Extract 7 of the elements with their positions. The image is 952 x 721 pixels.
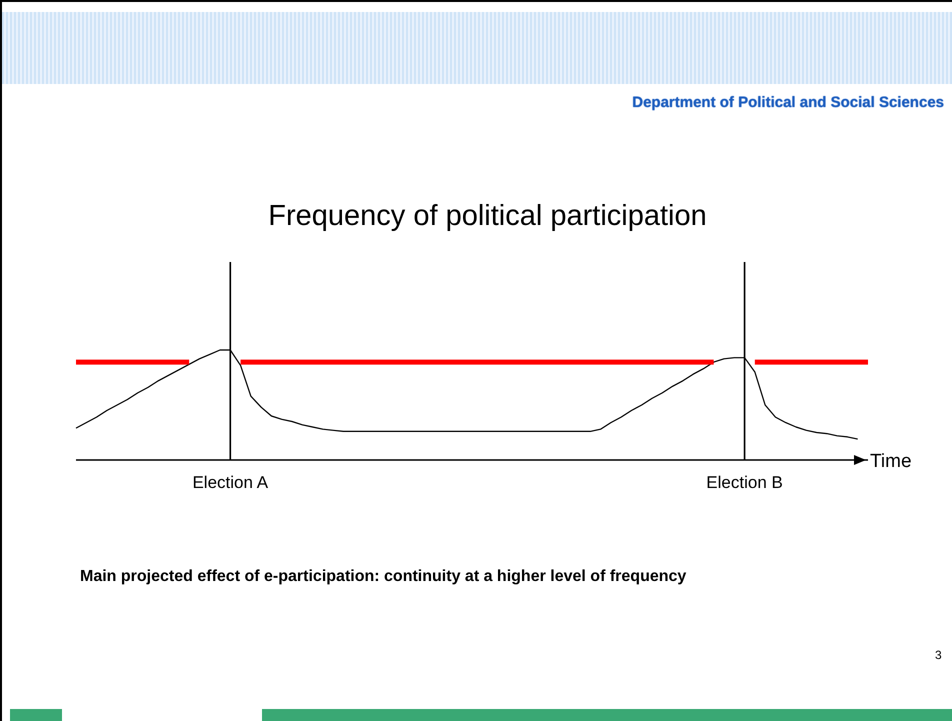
chart-title: Frequency of political participation bbox=[267, 200, 708, 233]
x-tick-label: Election A bbox=[192, 473, 269, 492]
x-tick-label: Election B bbox=[706, 473, 783, 492]
text: 3 bbox=[935, 648, 942, 662]
text: Department of Political and Social Sciences bbox=[632, 94, 944, 111]
x-axis-title: Time bbox=[870, 451, 912, 472]
text: Main projected effect of e-participation: continuity at a higher level of frequency bbox=[80, 568, 686, 586]
